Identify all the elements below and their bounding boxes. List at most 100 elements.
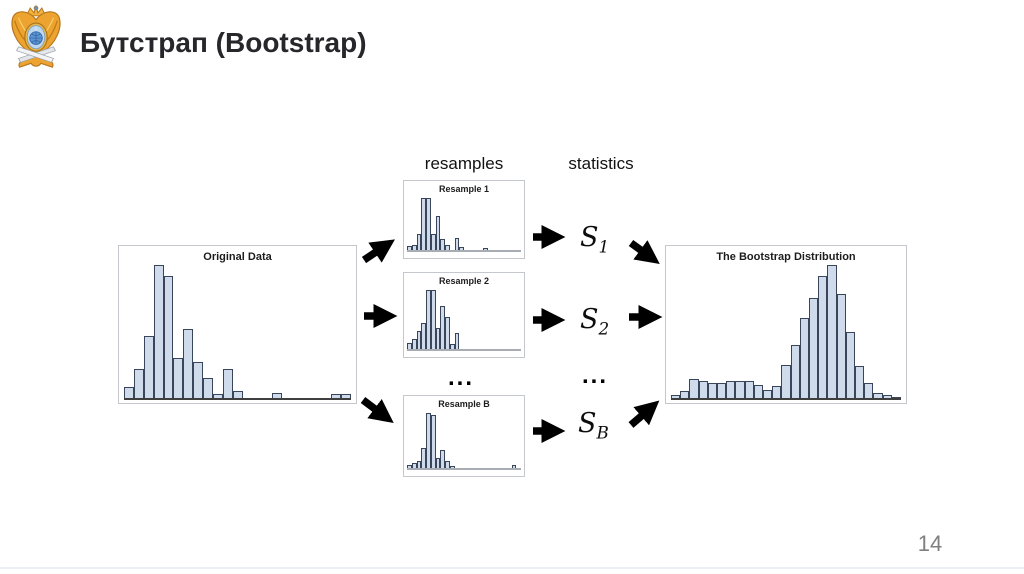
histogram-bar bbox=[153, 265, 164, 398]
histogram-bar bbox=[836, 294, 846, 398]
resample-2-title: Resample 2 bbox=[438, 276, 490, 286]
histogram-bar bbox=[416, 330, 422, 349]
histogram-bar bbox=[772, 386, 782, 398]
resample-b-title: Resample B bbox=[438, 399, 490, 409]
resample-b-histogram bbox=[407, 411, 521, 470]
histogram-bar bbox=[272, 392, 282, 398]
histogram-bar bbox=[445, 461, 450, 468]
bootstrap-distribution-histogram bbox=[671, 265, 902, 400]
histogram-bar bbox=[411, 339, 417, 349]
histogram-bar bbox=[744, 380, 754, 398]
histogram-bar bbox=[426, 412, 431, 468]
statistics-label: statistics bbox=[568, 154, 634, 173]
histogram-bar bbox=[449, 344, 455, 349]
histogram-bar bbox=[671, 395, 681, 398]
statistics-ellipsis: ... bbox=[582, 362, 609, 389]
histogram-bar bbox=[331, 394, 342, 398]
histogram-bar bbox=[411, 463, 417, 468]
histogram-bar bbox=[407, 465, 412, 468]
resample-1-title: Resample 1 bbox=[438, 184, 490, 194]
original-data-histogram bbox=[124, 265, 352, 400]
histogram-bar bbox=[440, 306, 445, 349]
histogram-bar bbox=[809, 298, 819, 398]
statistic-sb-sub: B bbox=[596, 422, 609, 443]
histogram-bar bbox=[845, 331, 856, 398]
histogram-bar bbox=[454, 238, 460, 250]
histogram-bar bbox=[173, 358, 184, 398]
histogram-bar bbox=[163, 275, 174, 398]
histogram-bar bbox=[183, 328, 194, 398]
resample-2-panel: Resample 2 bbox=[403, 272, 525, 358]
histogram-bar bbox=[193, 362, 203, 398]
histogram-bar bbox=[799, 318, 810, 398]
bootstrap-distribution-title: The Bootstrap Distribution bbox=[716, 251, 856, 263]
resample-2-histogram bbox=[407, 288, 521, 351]
histogram-bar bbox=[341, 394, 352, 398]
statistic-s2-sub: 2 bbox=[598, 318, 610, 339]
original-data-panel: Original Data bbox=[118, 245, 357, 404]
histogram-bar bbox=[426, 289, 431, 349]
page-number: 14 bbox=[917, 531, 943, 556]
statistic-s1-sub: 1 bbox=[598, 236, 610, 257]
arrow-sb-to-bootstrap bbox=[628, 400, 660, 428]
histogram-bar bbox=[421, 197, 426, 250]
histogram-bar bbox=[411, 244, 417, 250]
bottom-rule bbox=[0, 567, 1024, 569]
original-data-title: Original Data bbox=[203, 251, 272, 263]
histogram-bar bbox=[827, 265, 837, 398]
histogram-bar bbox=[689, 379, 699, 398]
histogram-bar bbox=[124, 387, 134, 398]
histogram-bar bbox=[435, 216, 441, 250]
arrow-original-to-resample1 bbox=[361, 239, 395, 264]
histogram-bar bbox=[864, 383, 874, 398]
statistic-s2: S2 bbox=[580, 304, 609, 338]
arrow-original-to-resampleb bbox=[360, 397, 394, 424]
histogram-bar bbox=[430, 289, 436, 349]
histogram-bar bbox=[511, 465, 517, 468]
histogram-bar bbox=[407, 342, 412, 349]
histogram-bar bbox=[882, 395, 892, 398]
histogram-bar bbox=[143, 335, 154, 398]
arrow-s1-to-bootstrap bbox=[628, 239, 660, 264]
histogram-bar bbox=[698, 380, 708, 398]
histogram-bar bbox=[426, 197, 431, 250]
histogram-bar bbox=[435, 457, 441, 468]
histogram-bar bbox=[717, 383, 727, 398]
statistic-sb: SB bbox=[578, 408, 609, 442]
histogram-bar bbox=[222, 368, 233, 398]
histogram-bar bbox=[891, 396, 902, 398]
resample-1-panel: Resample 1 bbox=[403, 180, 525, 259]
histogram-bar bbox=[421, 323, 426, 349]
histogram-bar bbox=[726, 380, 736, 398]
bootstrap-distribution-panel: The Bootstrap Distribution bbox=[665, 245, 907, 404]
histogram-bar bbox=[440, 239, 445, 250]
histogram-bar bbox=[454, 333, 460, 349]
histogram-bar bbox=[421, 448, 426, 468]
histogram-bar bbox=[435, 327, 441, 349]
histogram-bar bbox=[818, 275, 828, 398]
statistic-s2-base: S bbox=[580, 304, 599, 335]
histogram-bar bbox=[212, 394, 223, 398]
histogram-bar bbox=[781, 364, 791, 398]
resample-b-panel: Resample B bbox=[403, 395, 525, 477]
histogram-bar bbox=[680, 391, 690, 398]
histogram-bar bbox=[459, 247, 464, 250]
statistic-sb-base: S bbox=[578, 408, 597, 439]
histogram-bar bbox=[203, 378, 213, 398]
statistic-s1-base: S bbox=[580, 222, 599, 253]
ministry-eagle-logo-icon bbox=[11, 4, 61, 68]
histogram-bar bbox=[753, 384, 764, 398]
slide-title: Бутстрап (Bootstrap) bbox=[80, 27, 367, 58]
resample-1-histogram bbox=[407, 196, 521, 252]
histogram-bar bbox=[430, 233, 436, 250]
histogram-bar bbox=[445, 244, 450, 250]
statistic-s1: S1 bbox=[580, 222, 609, 256]
histogram-bar bbox=[855, 366, 865, 398]
histogram-bar bbox=[790, 344, 800, 398]
histogram-bar bbox=[445, 317, 450, 349]
histogram-bar bbox=[763, 390, 773, 398]
histogram-bar bbox=[483, 247, 488, 250]
histogram-bar bbox=[133, 368, 144, 398]
histogram-bar bbox=[707, 383, 718, 398]
